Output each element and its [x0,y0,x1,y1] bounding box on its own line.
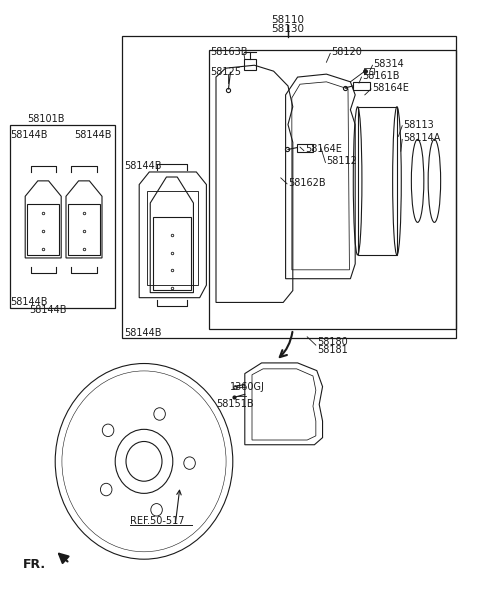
Text: FR.: FR. [23,558,46,571]
Text: 58314: 58314 [373,59,404,69]
Bar [353,82,370,90]
Text: 58144B: 58144B [29,305,67,314]
Text: 58181: 58181 [317,345,348,355]
Text: 58125: 58125 [210,68,241,77]
Text: 58101B: 58101B [27,114,64,123]
Text: 58144B: 58144B [11,130,48,139]
Text: 58161B: 58161B [362,71,400,81]
Text: 58144B: 58144B [11,298,48,307]
Text: 58151B: 58151B [216,400,253,409]
Text: 58164E: 58164E [305,145,342,154]
Text: 58162B: 58162B [288,178,325,187]
Bar [297,144,313,152]
Text: 1360GJ: 1360GJ [230,382,265,391]
Text: 58163B: 58163B [210,47,248,57]
Text: 58144B: 58144B [124,329,161,338]
Text: 58144B: 58144B [124,161,161,171]
Text: 58114A: 58114A [403,133,441,142]
Bar [244,59,256,70]
Text: 58112: 58112 [326,157,357,166]
Text: 58164E: 58164E [372,83,409,93]
Text: 58144B: 58144B [74,130,112,139]
Bar [364,68,374,74]
Text: 58130: 58130 [272,24,304,34]
Text: 58180: 58180 [317,337,348,346]
Text: 58110: 58110 [272,15,304,25]
Text: REF.50-517: REF.50-517 [130,516,184,525]
Text: 58113: 58113 [403,120,434,129]
Bar [358,107,397,255]
Text: 58120: 58120 [331,47,362,57]
